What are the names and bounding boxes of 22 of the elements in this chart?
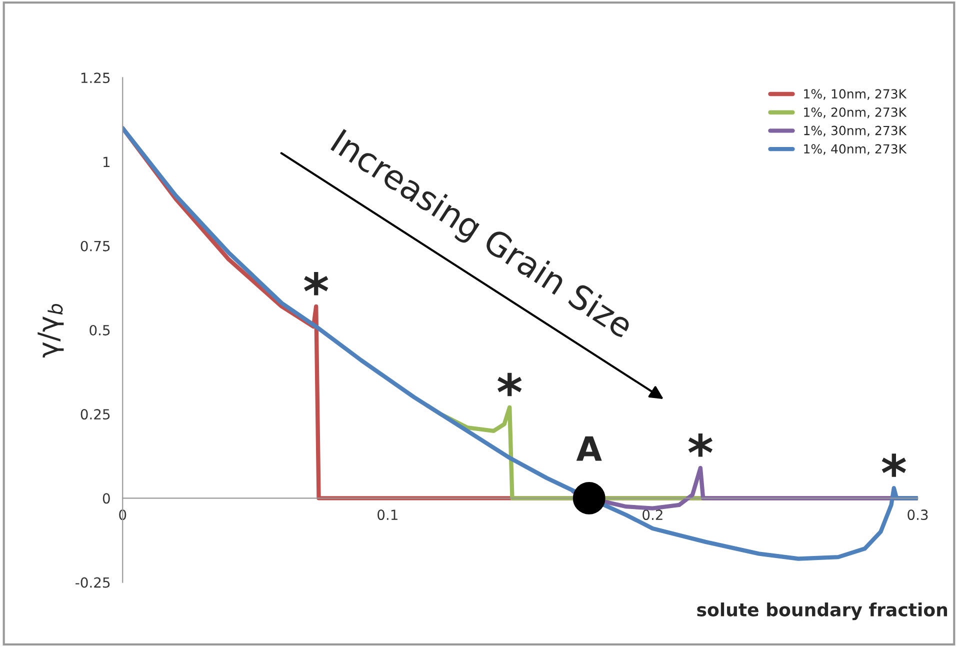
y-tick-label: 0: [102, 493, 110, 504]
legend-label: 1%, 10nm, 273K: [804, 89, 907, 100]
y-tick-label: 0.75: [80, 240, 110, 252]
annotation: *: [688, 433, 712, 457]
x-tick-label: 0.2: [642, 510, 662, 520]
y-axis-title: γ/γ$_{b}$: [38, 304, 64, 358]
annotation: *: [304, 272, 328, 296]
y-tick-label: 0.5: [90, 324, 110, 336]
legend-label: 1%, 30nm, 273K: [804, 126, 907, 137]
annotation: *: [882, 454, 906, 477]
y-tick-label: -0.25: [76, 577, 110, 588]
y-tick-label: 1.25: [81, 72, 110, 84]
y-tick-label: 1: [104, 156, 110, 168]
x-tick-label: 0: [119, 510, 126, 520]
x-tick-label: 0.1: [378, 510, 398, 520]
legend-label: 1%, 20nm, 273K: [804, 107, 907, 118]
legend-label: 1%, 40nm, 273K: [804, 144, 907, 155]
x-axis-title: solute boundary fraction: [697, 602, 948, 620]
annotation: *: [498, 372, 522, 396]
x-tick-label: 0.3: [908, 510, 928, 520]
annotation: A: [576, 436, 602, 461]
y-tick-label: 0.25: [80, 409, 110, 420]
